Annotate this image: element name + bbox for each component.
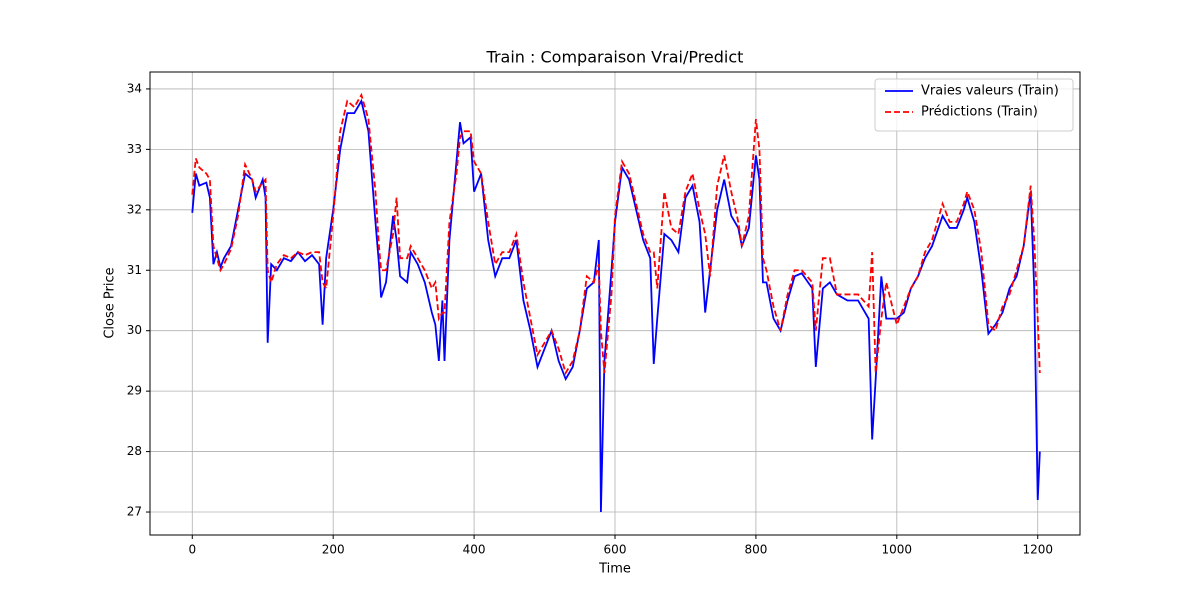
x-tick-label: 200 <box>322 543 345 557</box>
x-tick-label: 1200 <box>1022 543 1053 557</box>
y-tick-label: 29 <box>127 384 142 398</box>
x-tick-label: 600 <box>604 543 627 557</box>
legend-label: Vraies valeurs (Train) <box>921 84 1059 99</box>
data-line <box>191 98 1041 513</box>
y-axis-label: Close Price <box>103 267 118 338</box>
y-tick-label: 30 <box>127 323 142 337</box>
x-tick-label: 800 <box>744 543 767 557</box>
legend-box <box>874 78 1074 132</box>
x-tick-label: 0 <box>188 543 196 557</box>
x-tick-label: 1000 <box>882 543 913 557</box>
legend-label: Prédictions (Train) <box>921 105 1038 120</box>
x-axis-label: Time <box>598 562 631 577</box>
y-tick-label: 34 <box>127 81 142 95</box>
data-line <box>191 92 1041 376</box>
y-tick-label: 33 <box>127 142 142 156</box>
chart-title: Train : Comparaison Vrai/Predict <box>486 48 744 67</box>
x-tick-label: 400 <box>463 543 486 557</box>
y-tick-label: 32 <box>127 202 142 216</box>
y-tick-label: 28 <box>127 444 142 458</box>
plot-frame <box>149 71 1081 536</box>
y-tick-label: 31 <box>127 263 142 277</box>
y-tick-label: 27 <box>127 505 142 519</box>
